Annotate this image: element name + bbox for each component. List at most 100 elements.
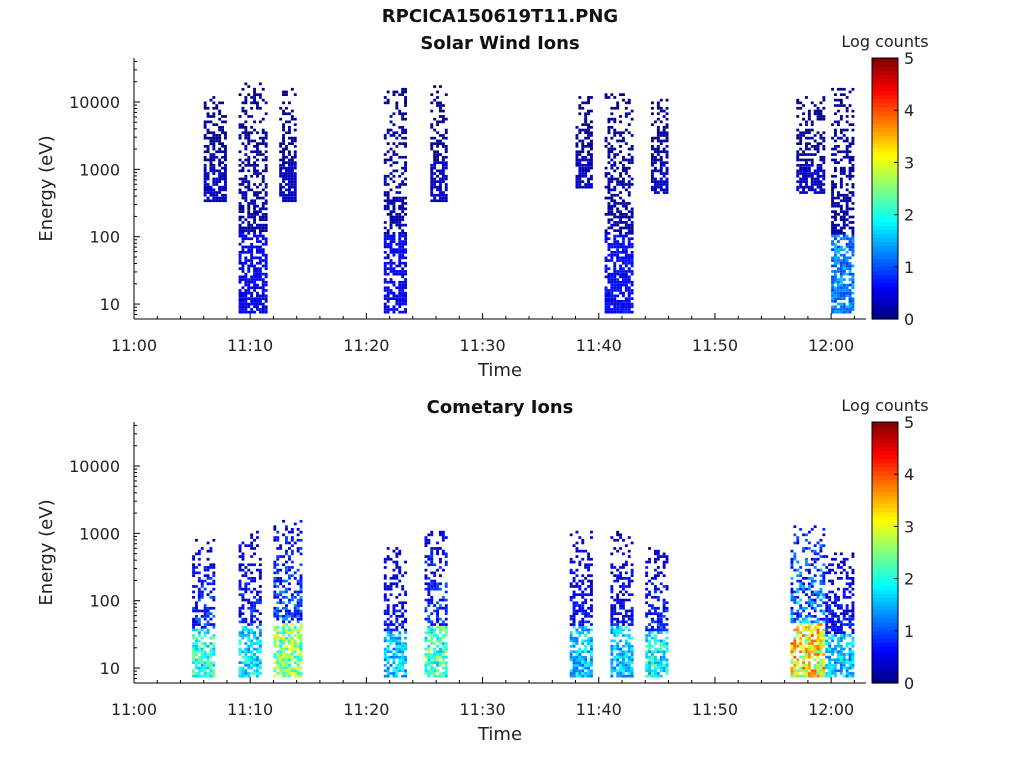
heatmap-bin xyxy=(386,557,390,561)
heatmap-bin xyxy=(624,585,628,588)
heatmap-bin xyxy=(622,291,625,295)
heatmap-bin xyxy=(398,655,402,659)
heatmap-bin xyxy=(651,644,654,648)
heatmap-bin xyxy=(822,612,826,615)
heatmap-bin xyxy=(656,625,660,629)
heatmap-bin xyxy=(802,664,805,667)
heatmap-bin xyxy=(807,112,811,116)
heatmap-bin xyxy=(656,666,660,670)
heatmap-bin xyxy=(845,305,849,309)
heatmap-bin xyxy=(244,300,248,303)
heatmap-bin xyxy=(401,620,405,624)
heatmap-bin xyxy=(648,639,651,643)
heatmap-bin xyxy=(299,590,303,594)
heatmap-bin xyxy=(581,155,585,159)
heatmap-bin xyxy=(256,185,259,189)
heatmap-bin xyxy=(261,226,265,230)
heatmap-bin xyxy=(212,587,216,591)
heatmap-bin xyxy=(195,604,198,607)
heatmap-bin xyxy=(212,615,216,618)
heatmap-bin xyxy=(258,650,262,654)
heatmap-bin xyxy=(607,202,611,205)
heatmap-bin xyxy=(851,245,855,249)
heatmap-bin xyxy=(244,672,248,675)
heatmap-bin xyxy=(839,166,843,170)
heatmap-bin xyxy=(802,164,805,167)
heatmap-bin xyxy=(444,644,448,648)
heatmap-bin xyxy=(195,552,198,556)
heatmap-bin xyxy=(439,642,442,645)
heatmap-bin xyxy=(793,552,797,556)
heatmap-bin xyxy=(441,145,445,148)
heatmap-bin xyxy=(389,188,393,192)
heatmap-bin xyxy=(430,533,434,537)
heatmap-bin xyxy=(813,525,817,528)
heatmap-bin xyxy=(282,139,285,143)
heatmap-bin xyxy=(212,563,216,567)
heatmap-bin xyxy=(224,174,227,178)
heatmap-bin xyxy=(256,625,259,629)
heatmap-bin xyxy=(802,131,805,135)
heatmap-bin xyxy=(288,582,291,586)
heatmap-bin xyxy=(651,636,654,640)
colorbar-swatch xyxy=(872,164,898,169)
heatmap-bin xyxy=(288,655,291,659)
heatmap-bin xyxy=(807,188,811,192)
heatmap-bin xyxy=(799,134,803,137)
heatmap-bin xyxy=(398,568,402,572)
heatmap-bin xyxy=(627,593,631,596)
heatmap-bin xyxy=(404,672,407,675)
heatmap-bin xyxy=(424,536,428,539)
heatmap-bin xyxy=(221,115,224,118)
heatmap-bin xyxy=(424,631,428,634)
heatmap-bin xyxy=(282,596,285,599)
heatmap-bin xyxy=(392,234,396,238)
heatmap-bin xyxy=(250,672,254,675)
heatmap-bin xyxy=(238,202,242,205)
heatmap-bin xyxy=(848,308,852,311)
heatmap-bin xyxy=(395,674,399,678)
heatmap-bin xyxy=(250,547,254,550)
heatmap-bin xyxy=(392,636,396,640)
heatmap-bin xyxy=(831,623,834,626)
heatmap-bin xyxy=(590,598,593,602)
heatmap-bin xyxy=(441,161,445,164)
heatmap-bin xyxy=(250,294,254,298)
heatmap-bin xyxy=(659,615,663,618)
heatmap-bin xyxy=(244,237,248,241)
heatmap-bin xyxy=(244,136,248,140)
heatmap-bin xyxy=(834,615,837,618)
heatmap-bin xyxy=(654,585,657,588)
heatmap-bin xyxy=(401,112,405,116)
heatmap-bin xyxy=(264,294,268,298)
heatmap-bin xyxy=(659,631,663,634)
heatmap-bin xyxy=(819,609,823,613)
heatmap-bin xyxy=(441,666,445,670)
heatmap-bin xyxy=(439,557,442,561)
heatmap-bin xyxy=(816,655,820,659)
heatmap-bin xyxy=(212,131,216,135)
heatmap-bin xyxy=(607,126,611,129)
heatmap-bin xyxy=(296,647,300,651)
heatmap-bin xyxy=(241,87,245,91)
heatmap-bin xyxy=(293,639,297,643)
heatmap-bin xyxy=(630,283,634,287)
heatmap-bin xyxy=(282,142,285,145)
heatmap-bin xyxy=(439,631,442,634)
heatmap-bin xyxy=(807,131,811,135)
heatmap-bin xyxy=(613,628,617,632)
heatmap-bin xyxy=(206,658,210,662)
heatmap-bin xyxy=(273,560,277,564)
heatmap-bin xyxy=(793,661,797,664)
heatmap-bin xyxy=(851,158,855,162)
heatmap-bin xyxy=(383,305,387,309)
heatmap-bin xyxy=(395,153,399,156)
heatmap-bin xyxy=(839,264,843,268)
heatmap-bin xyxy=(807,650,811,654)
heatmap-bin xyxy=(839,185,843,189)
heatmap-bin xyxy=(256,658,259,662)
heatmap-bin xyxy=(433,623,437,626)
heatmap-bin xyxy=(444,150,448,154)
heatmap-bin xyxy=(436,636,439,640)
heatmap-bin xyxy=(590,147,593,151)
